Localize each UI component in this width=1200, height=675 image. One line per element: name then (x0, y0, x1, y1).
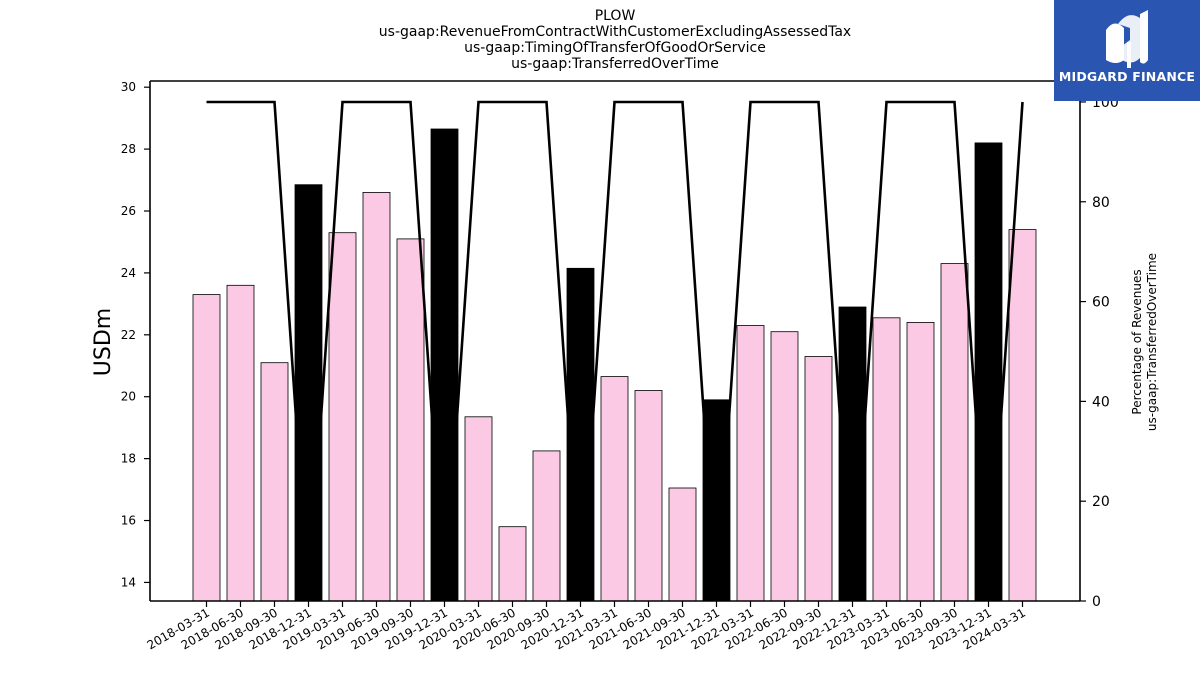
bar-2018-06-30 (226, 284, 255, 602)
chart-title-line-2: us-gaap:RevenueFromContractWithCustomerE… (378, 24, 852, 40)
chart-title-line-3: us-gaap:TimingOfTransferOfGoodOrService (464, 40, 766, 56)
y2-tick-label: 20 (1092, 494, 1110, 510)
y2-tick-label: 40 (1092, 394, 1110, 410)
bar-group (192, 128, 1037, 602)
bar-2021-12-31 (702, 399, 731, 602)
bar-2018-12-31 (294, 184, 323, 602)
right-axis-label-line-2: us-gaap:TransferredOverTime (1145, 253, 1159, 431)
y-tick-label: 30 (121, 80, 136, 94)
percentage-line-group (206, 100, 1024, 602)
bar-2022-09-30 (804, 356, 833, 602)
y-tick-label: 18 (121, 452, 136, 466)
bar-2022-03-31 (736, 325, 765, 602)
bar-2021-03-31 (600, 376, 629, 602)
bar-2018-09-30 (260, 362, 289, 602)
y2-tick-label: 80 (1092, 195, 1110, 211)
right-axis-label-line-1: Percentage of Revenues (1130, 269, 1144, 414)
bar-2023-06-30 (906, 321, 935, 602)
y-tick-label: 24 (121, 266, 136, 280)
logo-mark-icon (1106, 10, 1148, 68)
bar-2021-09-30 (668, 487, 697, 602)
y-axis-label: USDm (91, 308, 116, 376)
left-axis-ticks: 14 16 18 20 22 24 26 28 30 (121, 80, 150, 589)
bar-2020-06-30 (498, 526, 527, 602)
bar-2021-06-30 (634, 390, 663, 602)
bar-2023-03-31 (872, 317, 901, 602)
y2-tick-label: 60 (1092, 295, 1110, 311)
bar-2020-12-31 (566, 267, 595, 602)
percentage-line (206, 100, 1024, 602)
bar-2020-09-30 (532, 450, 561, 602)
bar-2023-09-30 (940, 263, 969, 602)
x-axis-ticks: 2018-03-312018-06-302018-09-302018-12-31… (145, 601, 1028, 652)
chart-title-line-4: us-gaap:TransferredOverTime (511, 56, 719, 72)
logo-text: MIDGARD FINANCE (1058, 69, 1196, 84)
y-tick-label: 16 (121, 514, 136, 528)
bar-2022-06-30 (770, 331, 799, 602)
y-tick-label: 20 (121, 390, 136, 404)
chart-title-line-1: PLOW (594, 8, 636, 24)
y2-tick-label: 0 (1092, 594, 1101, 610)
bar-2024-03-31 (1008, 229, 1037, 602)
bar-2019-09-30 (396, 238, 425, 602)
company-logo: MIDGARD FINANCE (1054, 0, 1200, 101)
y-tick-label: 14 (121, 575, 136, 589)
bar-2023-12-31 (974, 142, 1003, 602)
bar-2019-03-31 (328, 232, 357, 602)
bar-2019-12-31 (430, 128, 459, 602)
y-tick-label: 26 (121, 204, 136, 218)
bar-2020-03-31 (464, 416, 493, 602)
bar-2018-03-31 (192, 294, 221, 602)
y-tick-label: 22 (121, 328, 136, 342)
y-tick-label: 28 (121, 142, 136, 156)
bar-2019-06-30 (362, 191, 391, 602)
